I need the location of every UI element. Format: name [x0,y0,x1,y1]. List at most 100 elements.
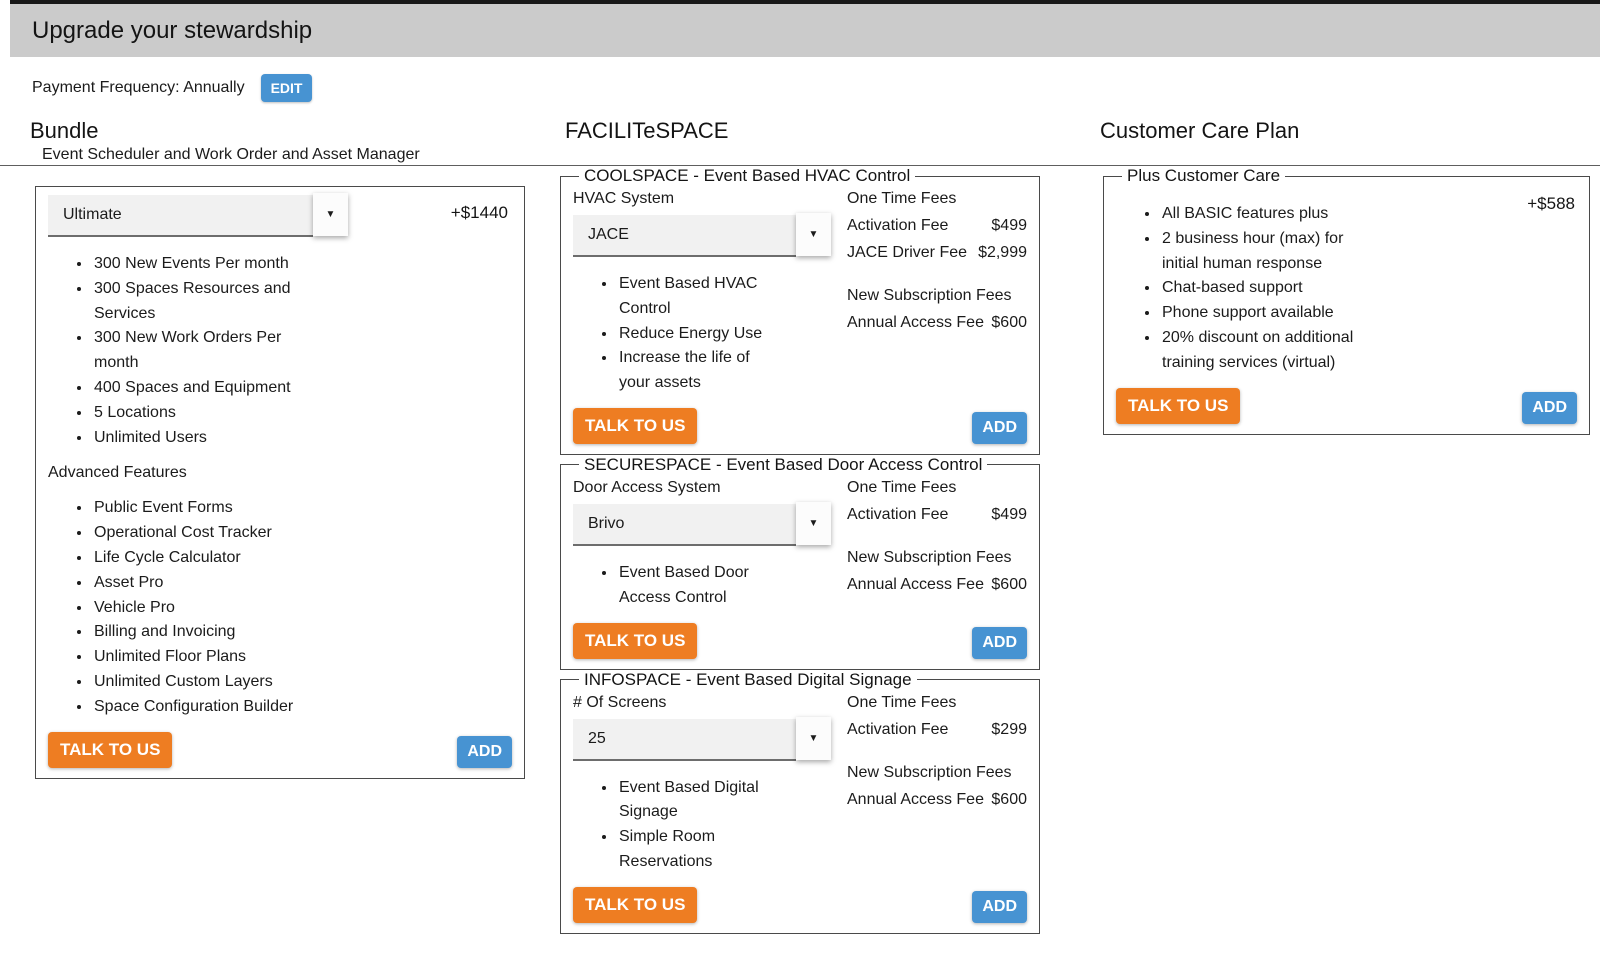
screens-count-label: # Of Screens [573,693,667,711]
infospace-card-legend: INFOSPACE - Event Based Digital Signage [584,669,912,689]
feature-item: 300 Spaces Resources and Services [92,277,318,327]
securespace-card: SECURESPACE - Event Based Door Access Co… [560,454,1040,670]
fee-value: $600 [991,314,1027,331]
hvac-system-label: HVAC System [573,190,675,207]
fee-label: Activation Fee [847,505,949,523]
edit-payment-frequency-button[interactable]: EDIT [260,74,313,102]
page-header-bar: Upgrade your stewardship [10,0,1600,57]
feature-item: Unlimited Users [92,426,318,451]
fee-row: Activation Fee $299 [847,721,1027,739]
one-time-fees-title: One Time Fees [847,478,957,496]
feature-item: Event Based Door Access Control [617,561,778,611]
dropdown-arrow-icon[interactable]: ▼ [796,213,831,256]
securespace-feature-list: Event Based Door Access Control [573,561,778,611]
bundle-column-subtitle: Event Scheduler and Work Order and Asset… [42,146,420,163]
feature-item: Event Based Digital Signage [617,776,778,826]
one-time-fees-list: Activation Fee $499 JACE Driver Fee $2,9… [847,217,1027,262]
bundle-talk-to-us-button[interactable]: TALK TO US [48,731,173,768]
securespace-add-button[interactable]: ADD [972,626,1027,659]
subscription-fees-list: Annual Access Fee $600 [847,791,1027,809]
fee-row: Annual Access Fee $600 [847,576,1027,594]
feature-item: Operational Cost Tracker [92,521,348,546]
feature-item: Event Based HVAC Control [617,272,778,322]
coolspace-talk-to-us-button[interactable]: TALK TO US [573,407,698,444]
dropdown-arrow-icon[interactable]: ▼ [796,501,831,545]
facilitespace-column-title: FACILITeSPACE [565,118,729,143]
fee-value: $499 [991,505,1027,523]
door-access-system-select-value[interactable]: Brivo [573,503,796,546]
subscription-fees-list: Annual Access Fee $600 [847,576,1027,594]
feature-item: 400 Spaces and Equipment [92,376,318,401]
advanced-features-title: Advanced Features [48,464,187,482]
feature-item: 300 New Work Orders Per month [92,326,318,376]
door-access-system-label: Door Access System [573,478,721,496]
care-talk-to-us-button[interactable]: TALK TO US [1116,387,1241,424]
care-add-button[interactable]: ADD [1522,391,1577,424]
feature-item: Phone support available [1160,301,1376,326]
feature-item: Simple Room Reservations [617,825,778,875]
feature-item: Life Cycle Calculator [92,546,348,571]
fee-row: Annual Access Fee $600 [847,791,1027,809]
subscription-fees-title: New Subscription Fees [847,763,1012,781]
feature-item: Chat-based support [1160,276,1376,301]
column-headers: Bundle Event Scheduler and Work Order an… [0,118,1600,166]
feature-item: Vehicle Pro [92,596,348,621]
one-time-fees-list: Activation Fee $299 [847,721,1027,739]
door-access-system-select[interactable]: Brivo ▼ [573,501,831,547]
bundle-plan-select-value[interactable]: Ultimate [48,195,313,237]
advanced-feature-list: Public Event FormsOperational Cost Track… [48,496,348,719]
feature-item: 20% discount on additional training serv… [1160,326,1376,376]
subscription-fees-title: New Subscription Fees [847,287,1012,304]
fee-row: JACE Driver Fee $2,999 [847,244,1027,262]
bundle-feature-list: 300 New Events Per month300 Spaces Resou… [48,252,318,450]
feature-item: Space Configuration Builder [92,695,348,720]
fee-label: JACE Driver Fee [847,244,968,261]
bundle-plan-select[interactable]: Ultimate ▼ [48,193,348,238]
feature-item: Public Event Forms [92,496,348,521]
customer-care-card-legend: Plus Customer Care [1127,166,1281,185]
dropdown-arrow-icon[interactable]: ▼ [796,716,831,760]
one-time-fees-list: Activation Fee $499 [847,506,1027,524]
fee-row: Annual Access Fee $600 [847,314,1027,332]
fee-value: $2,999 [978,244,1027,261]
customer-care-card: Plus Customer Care All BASIC features pl… [1103,166,1590,435]
securespace-card-legend: SECURESPACE - Event Based Door Access Co… [584,454,983,474]
fee-value: $600 [991,575,1027,593]
fee-row: Activation Fee $499 [847,506,1027,524]
infospace-talk-to-us-button[interactable]: TALK TO US [573,886,698,923]
care-price-delta: +$588 [1527,194,1575,213]
bundle-column-title: Bundle [30,118,99,143]
feature-item: Reduce Energy Use [617,322,778,347]
bundle-add-button[interactable]: ADD [457,735,512,768]
fee-label: Annual Access Fee [847,575,984,593]
bundle-card: Ultimate ▼ +$1440 300 New Events Per mon… [35,186,525,779]
fee-label: Annual Access Fee [847,790,984,808]
subscription-fees-title: New Subscription Fees [847,548,1012,566]
fee-value: $600 [991,790,1027,808]
feature-item: Billing and Invoicing [92,620,348,645]
infospace-card: INFOSPACE - Event Based Digital Signage … [560,669,1040,934]
hvac-system-select[interactable]: JACE ▼ [573,213,831,258]
securespace-talk-to-us-button[interactable]: TALK TO US [573,622,698,659]
bundle-price-delta: +$1440 [450,203,508,222]
care-column-title: Customer Care Plan [1100,118,1300,143]
hvac-system-select-value[interactable]: JACE [573,215,796,257]
coolspace-card: COOLSPACE - Event Based HVAC Control HVA… [560,166,1040,455]
feature-item: 300 New Events Per month [92,252,318,277]
subscription-fees-list: Annual Access Fee $600 [847,314,1027,332]
coolspace-feature-list: Event Based HVAC ControlReduce Energy Us… [573,272,778,396]
fee-label: Activation Fee [847,217,949,234]
infospace-feature-list: Event Based Digital SignageSimple Room R… [573,776,778,875]
feature-item: 5 Locations [92,401,318,426]
coolspace-add-button[interactable]: ADD [972,411,1027,444]
screens-count-select-value[interactable]: 25 [573,718,796,761]
coolspace-card-legend: COOLSPACE - Event Based HVAC Control [584,166,911,185]
feature-item: Asset Pro [92,571,348,596]
fee-value: $499 [991,217,1027,234]
payment-frequency-label: Payment Frequency: Annually [32,79,245,96]
dropdown-arrow-icon[interactable]: ▼ [313,193,348,236]
infospace-add-button[interactable]: ADD [972,890,1027,923]
payment-frequency-row: Payment Frequency: Annually EDIT [32,74,1600,102]
screens-count-select[interactable]: 25 ▼ [573,716,831,762]
care-feature-list: All BASIC features plus2 business hour (… [1116,202,1376,376]
